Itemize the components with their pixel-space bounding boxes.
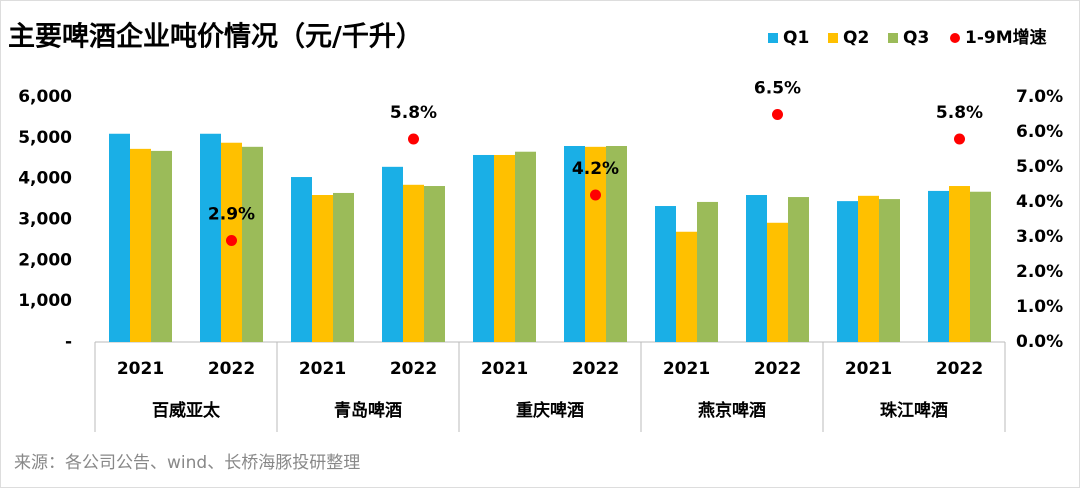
y2-tick-label: 0.0%: [1016, 332, 1063, 352]
legend-label: Q1: [783, 28, 809, 48]
data-label: 5.8%: [390, 103, 437, 123]
group-label: 珠江啤酒: [880, 400, 948, 421]
bar: [676, 231, 697, 342]
bar: [291, 177, 312, 342]
x-tick-label: 2022: [936, 359, 983, 379]
bar: [879, 199, 900, 342]
legend-label: Q2: [843, 28, 869, 48]
data-label: 2.9%: [208, 205, 255, 225]
y2-tick-label: 3.0%: [1016, 227, 1063, 247]
bar: [515, 151, 536, 342]
bar: [606, 146, 627, 342]
y2-tick-label: 6.0%: [1016, 122, 1063, 142]
bar: [333, 192, 354, 342]
scatter-point: [226, 235, 237, 246]
legend-label: 1-9M增速: [965, 27, 1047, 48]
group-label: 燕京啤酒: [698, 400, 766, 421]
y-tick-label: 1,000: [18, 291, 72, 311]
bar: [382, 166, 403, 342]
bar: [151, 150, 172, 342]
scatter-point: [590, 189, 601, 201]
legend-marker: [828, 33, 838, 43]
y2-tick-label: 5.0%: [1016, 157, 1063, 177]
bar: [109, 133, 130, 342]
scatter-point: [954, 133, 965, 145]
chart-title: 主要啤酒企业吨价情况（元/千升）: [8, 21, 423, 53]
x-tick-label: 2022: [754, 359, 801, 379]
bar: [746, 195, 767, 342]
bar: [655, 206, 676, 342]
y-tick-label: -: [65, 332, 72, 352]
x-tick-label: 2022: [208, 359, 255, 379]
bar: [424, 186, 445, 342]
bar: [837, 201, 858, 342]
y-tick-label: 4,000: [18, 169, 72, 189]
x-tick-label: 2021: [663, 359, 710, 379]
y-tick-label: 3,000: [18, 210, 72, 230]
bar: [494, 154, 515, 342]
bar: [767, 222, 788, 342]
bar: [242, 146, 263, 342]
scatter-point: [772, 109, 783, 120]
x-tick-label: 2021: [845, 359, 892, 379]
y2-tick-label: 1.0%: [1016, 297, 1063, 317]
y-tick-label: 6,000: [18, 87, 72, 107]
y2-tick-label: 4.0%: [1016, 192, 1063, 212]
source-note: 来源：各公司公告、wind、长桥海豚投研整理: [14, 453, 360, 473]
legend-marker: [950, 33, 960, 43]
bar: [858, 195, 879, 342]
data-label: 5.8%: [936, 103, 983, 123]
bar: [312, 195, 333, 342]
bar: [928, 190, 949, 342]
data-label: 4.2%: [572, 159, 619, 179]
scatter-point: [408, 133, 419, 145]
x-tick-label: 2021: [117, 359, 164, 379]
bar: [473, 154, 494, 342]
group-label: 重庆啤酒: [516, 400, 584, 421]
bar: [697, 201, 718, 342]
y2-tick-label: 7.0%: [1016, 87, 1063, 107]
y-tick-label: 2,000: [18, 250, 72, 270]
x-tick-label: 2021: [481, 359, 528, 379]
x-tick-label: 2022: [572, 359, 619, 379]
x-tick-label: 2021: [299, 359, 346, 379]
legend-label: Q3: [903, 28, 929, 48]
legend-marker: [888, 33, 898, 43]
bar: [200, 133, 221, 342]
legend-marker: [768, 33, 778, 43]
y2-tick-label: 2.0%: [1016, 262, 1063, 282]
group-label: 百威亚太: [152, 400, 221, 421]
data-label: 6.5%: [754, 79, 801, 99]
bar: [130, 148, 151, 342]
bar: [403, 184, 424, 342]
bar: [949, 186, 970, 342]
bar: [970, 191, 991, 342]
group-label: 青岛啤酒: [334, 400, 402, 421]
y-tick-label: 5,000: [18, 128, 72, 148]
bar: [564, 146, 585, 342]
bar: [788, 197, 809, 342]
x-tick-label: 2022: [390, 359, 437, 379]
